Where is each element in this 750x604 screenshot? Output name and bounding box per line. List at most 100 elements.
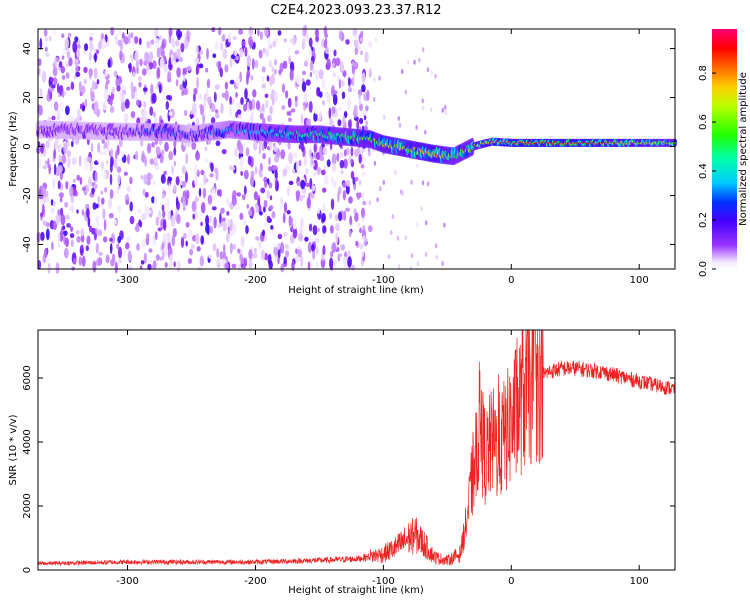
snr-marks xyxy=(37,329,676,567)
spectrogram-cell xyxy=(169,261,173,269)
spectrogram-cell xyxy=(173,184,177,193)
spectrogram-cell xyxy=(195,45,199,54)
spectrogram-cell xyxy=(98,40,102,50)
spectrogram-cell xyxy=(298,144,302,150)
spectrogram-x-label: Height of straight line (km) xyxy=(288,285,424,296)
spectrogram-cell xyxy=(182,196,186,208)
spectrogram-cell xyxy=(343,158,348,169)
spectrogram-cell xyxy=(122,84,127,90)
spectrogram-cell xyxy=(154,231,158,241)
spectrogram-cell xyxy=(287,97,292,108)
spectrogram-cell xyxy=(113,70,118,78)
colorbar-tick-label: 0.8 xyxy=(698,65,709,81)
spectrogram-cell xyxy=(46,196,50,203)
spectrogram-cell xyxy=(106,144,110,152)
spectrogram-cell xyxy=(162,91,167,101)
spectrogram-cell xyxy=(308,47,312,57)
spectrogram-cell xyxy=(305,167,309,175)
spectrogram-cell xyxy=(211,206,217,211)
spectrogram-cell xyxy=(350,146,354,157)
spectrogram-cell xyxy=(271,165,277,171)
spectrogram-cell xyxy=(315,70,319,81)
spectrogram-cell xyxy=(142,238,146,250)
spectrogram-cell xyxy=(219,251,224,260)
spectrogram-cell xyxy=(248,249,253,260)
spectrogram-cell xyxy=(117,39,122,47)
spectrogram-cell xyxy=(311,157,314,165)
spectrogram-cell xyxy=(363,115,367,121)
spectrogram-cell xyxy=(60,214,66,226)
spectrogram-cell xyxy=(368,225,373,233)
spectrogram-cell xyxy=(291,260,295,271)
spectrogram-cell xyxy=(348,196,353,204)
spectrogram-cell xyxy=(396,235,400,241)
spectrogram-cell xyxy=(264,179,268,188)
spectrogram-cell xyxy=(45,228,50,241)
spectrogram-cell xyxy=(235,75,240,88)
spectrogram-cell xyxy=(265,211,268,217)
spectrogram-cell xyxy=(339,151,344,158)
spectrogram-cell xyxy=(63,230,68,236)
spectrogram-cell xyxy=(268,157,271,166)
spectrogram-cell xyxy=(176,48,181,60)
spectrogram-cell xyxy=(48,35,52,42)
spectrogram-cell xyxy=(319,145,323,158)
spectrogram-cell xyxy=(72,41,78,53)
spectrogram-cell xyxy=(300,179,306,190)
spectrogram-cell xyxy=(109,243,113,254)
spectrogram-cell xyxy=(337,119,342,127)
spectrogram-cell xyxy=(182,74,186,82)
spectrogram-cell xyxy=(308,223,313,232)
colorbar-ticks: 0.0 0.2 0.4 0.6 0.8 xyxy=(698,65,716,277)
spectrogram-cell xyxy=(152,180,156,186)
spectrogram-cell xyxy=(98,150,104,156)
spectrogram-cell xyxy=(200,202,206,214)
spectrogram-cell xyxy=(376,197,379,203)
spectrogram-cell xyxy=(153,156,159,162)
spectrogram-cell xyxy=(246,204,249,209)
spectrogram-cell xyxy=(239,156,244,168)
spectrogram-cell xyxy=(351,264,356,271)
spectrogram-y-tick-label: -40 xyxy=(22,236,33,252)
colorbar-tick-label: 0.2 xyxy=(698,212,709,228)
spectrogram-cell xyxy=(198,93,203,101)
spectrogram-cell xyxy=(219,67,223,78)
spectrogram-cell xyxy=(45,140,50,149)
spectrogram-cell xyxy=(224,81,228,90)
spectrogram-cell xyxy=(337,190,340,203)
spectrogram-cell xyxy=(69,185,74,197)
spectrogram-cell xyxy=(294,95,298,102)
spectrogram-cell xyxy=(103,236,108,243)
spectrogram-cell xyxy=(168,27,173,37)
spectrogram-cell xyxy=(107,97,111,105)
spectrogram-cell xyxy=(84,98,88,108)
spectrogram-cell xyxy=(194,175,198,187)
spectrogram-cell xyxy=(358,153,362,164)
spectrogram-cell xyxy=(339,159,345,169)
spectrogram-cell xyxy=(257,198,261,207)
spectrogram-cell xyxy=(59,196,63,203)
spectrogram-cell xyxy=(167,210,171,221)
spectrogram-cell xyxy=(156,47,161,58)
spectrogram-cell xyxy=(207,194,213,205)
spectrogram-cell xyxy=(358,180,362,185)
spectrogram-cell xyxy=(345,207,350,212)
spectrogram-cell xyxy=(283,38,287,43)
spectrogram-cell xyxy=(55,214,61,225)
spectrogram-cell xyxy=(346,179,351,187)
spectrogram-cell xyxy=(281,83,286,93)
spectrogram-cell xyxy=(330,177,334,183)
spectrogram-cell xyxy=(418,57,421,63)
spectrogram-cell xyxy=(190,109,194,115)
spectrogram-cell xyxy=(149,158,155,165)
spectrogram-cell xyxy=(91,187,95,195)
spectrogram-cell xyxy=(353,39,359,48)
spectrogram-y-ticks: -40 -20 0 20 40 xyxy=(22,42,675,253)
spectrogram-cell xyxy=(57,241,61,248)
colorbar-tick-label: 0.6 xyxy=(698,114,709,130)
spectrogram-cell xyxy=(253,247,257,254)
colorbar-gradient xyxy=(712,29,737,269)
spectrogram-cell xyxy=(171,165,174,175)
